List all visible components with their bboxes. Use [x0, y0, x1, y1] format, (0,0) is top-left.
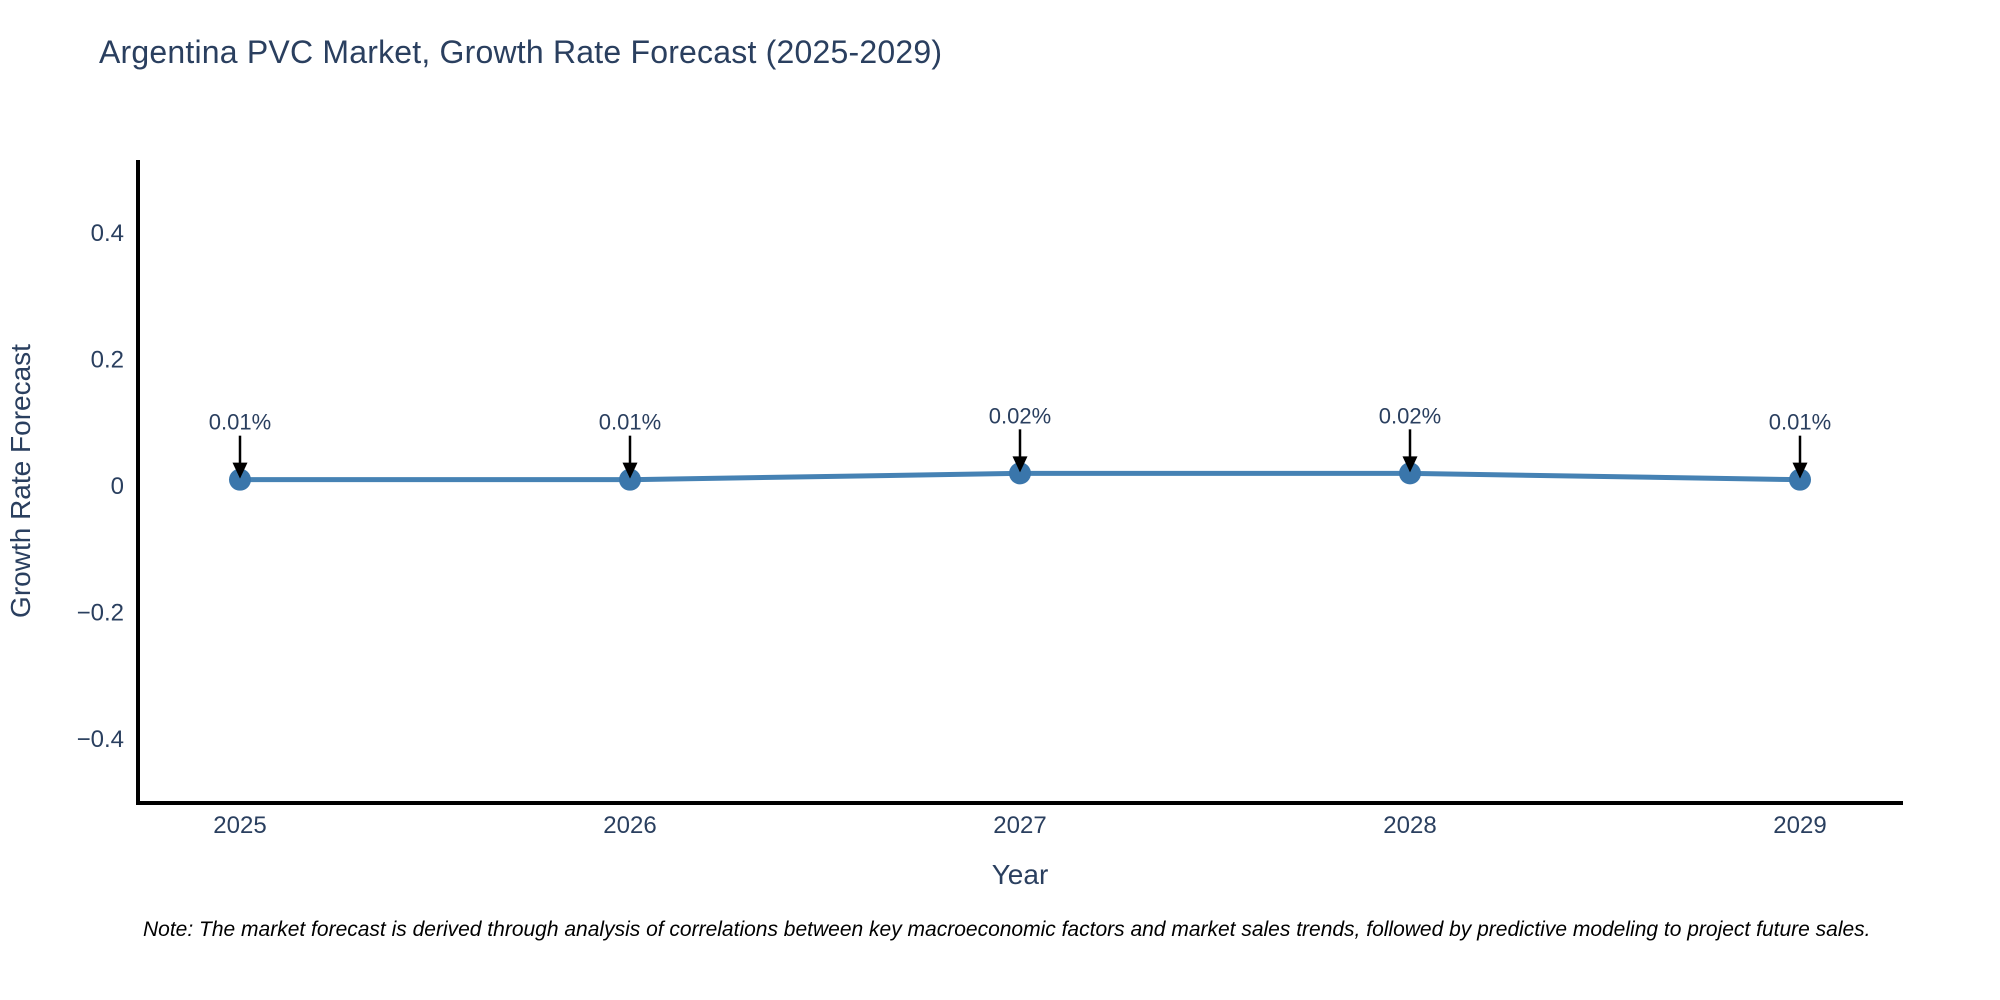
annotation-arrowhead: [622, 462, 638, 479]
y-axis-title: Growth Rate Forecast: [5, 344, 36, 618]
annotation-label: 0.01%: [599, 410, 661, 435]
data-point-marker: [1399, 462, 1421, 485]
y-tick-label: −0.2: [77, 600, 124, 627]
x-tick-label: 2025: [213, 812, 266, 839]
footnote: Note: The market forecast is derived thr…: [143, 918, 1871, 941]
annotation-arrowhead: [1402, 456, 1418, 473]
x-axis-title: Year: [992, 859, 1049, 890]
annotation-label: 0.02%: [1379, 403, 1441, 428]
x-tick-label: 2028: [1383, 812, 1436, 839]
y-tick-label: 0.2: [91, 346, 124, 373]
annotation-arrowhead: [1792, 462, 1808, 479]
data-point-marker: [229, 468, 251, 491]
x-tick-label: 2026: [603, 812, 656, 839]
data-point-marker: [1009, 462, 1031, 485]
annotation-label: 0.01%: [1769, 410, 1831, 435]
y-tick-label: 0.4: [91, 220, 124, 247]
annotation-arrowhead: [1012, 456, 1028, 473]
x-tick-label: 2029: [1773, 812, 1826, 839]
annotation-arrowhead: [232, 462, 248, 479]
annotation-label: 0.02%: [989, 403, 1051, 428]
y-tick-label: 0: [111, 473, 124, 500]
data-point-marker: [1789, 468, 1811, 491]
x-tick-label: 2027: [993, 812, 1046, 839]
data-point-marker: [619, 468, 641, 491]
chart-title: Argentina PVC Market, Growth Rate Foreca…: [99, 34, 943, 70]
annotation-label: 0.01%: [209, 410, 271, 435]
y-tick-label: −0.4: [77, 726, 124, 753]
